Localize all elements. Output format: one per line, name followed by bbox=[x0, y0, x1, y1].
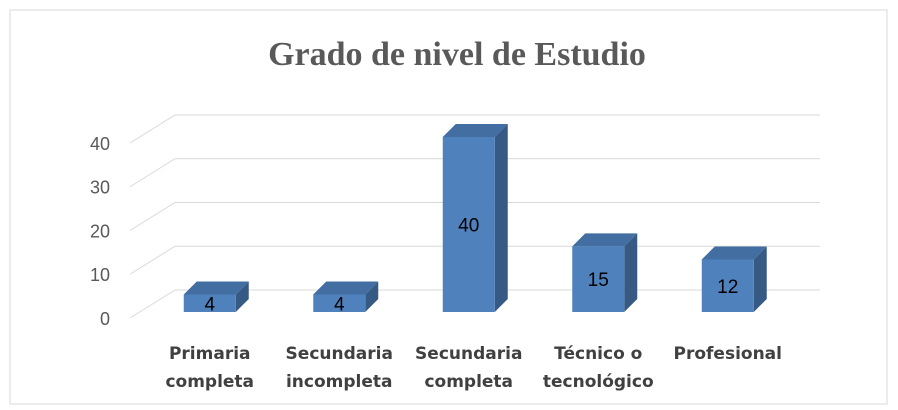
y-tick-label: 30 bbox=[90, 178, 110, 198]
grid-line bbox=[129, 202, 820, 231]
data-label: 4 bbox=[334, 294, 345, 315]
bar-top bbox=[442, 124, 508, 137]
y-tick-label: 20 bbox=[90, 221, 110, 241]
bar-side bbox=[753, 246, 767, 312]
x-tick-label: Secundaria incompleta bbox=[285, 344, 393, 392]
chart-title: Grado de nivel de Estudio bbox=[268, 36, 646, 73]
x-tick-label: Primaria completa bbox=[165, 344, 255, 392]
grid-line bbox=[129, 158, 820, 188]
bar bbox=[442, 137, 495, 312]
x-tick-label: Profesional bbox=[673, 344, 782, 364]
bar-top bbox=[701, 246, 767, 260]
chart-frame bbox=[9, 9, 888, 405]
bar bbox=[572, 246, 625, 312]
x-tick-label: Técnico o tecnológico bbox=[542, 344, 654, 392]
bar-top bbox=[313, 281, 379, 295]
data-label: 12 bbox=[717, 277, 738, 298]
y-tick-label: 0 bbox=[100, 309, 110, 329]
data-label: 4 bbox=[204, 294, 215, 315]
bar bbox=[701, 259, 754, 312]
bar bbox=[313, 294, 366, 312]
bar-side bbox=[494, 124, 508, 312]
bar bbox=[183, 294, 236, 312]
bar-side bbox=[235, 281, 249, 312]
bar-side bbox=[624, 233, 638, 312]
x-tick-label: Secundaria completa bbox=[415, 344, 523, 392]
grid-line bbox=[129, 114, 820, 144]
data-label: 40 bbox=[458, 216, 479, 237]
bar-top bbox=[183, 281, 249, 295]
data-label: 15 bbox=[588, 270, 609, 291]
y-tick-label: 10 bbox=[90, 265, 110, 285]
bar-top bbox=[572, 233, 638, 247]
bar-side bbox=[365, 281, 379, 312]
y-tick-label: 40 bbox=[90, 134, 110, 154]
